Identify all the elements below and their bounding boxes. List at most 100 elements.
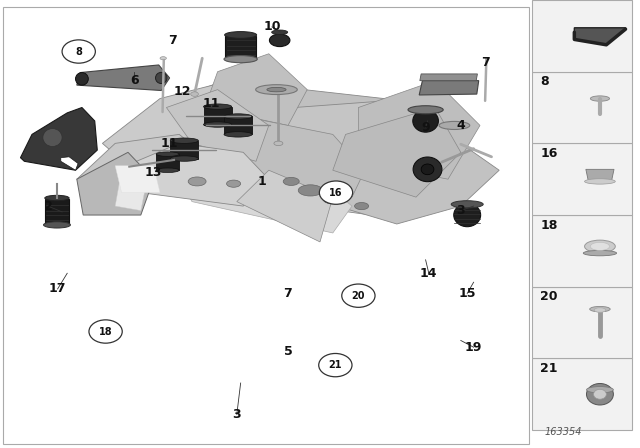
Text: 3: 3 (232, 408, 241, 421)
Ellipse shape (323, 195, 342, 204)
Ellipse shape (43, 129, 62, 146)
Polygon shape (419, 81, 479, 95)
Bar (532, 72, 632, 143)
Circle shape (89, 320, 122, 343)
Polygon shape (115, 170, 147, 211)
Ellipse shape (586, 383, 613, 405)
Ellipse shape (44, 222, 70, 228)
Ellipse shape (188, 177, 206, 186)
Ellipse shape (584, 179, 615, 184)
Ellipse shape (589, 306, 610, 312)
Text: 1: 1 (258, 175, 267, 188)
Ellipse shape (298, 185, 323, 196)
Polygon shape (586, 169, 614, 181)
Ellipse shape (583, 250, 616, 256)
Ellipse shape (256, 85, 298, 95)
Polygon shape (192, 116, 365, 197)
Ellipse shape (439, 121, 470, 129)
Text: 14: 14 (420, 267, 438, 280)
Ellipse shape (274, 141, 283, 146)
Polygon shape (61, 157, 78, 170)
Polygon shape (77, 152, 154, 215)
Ellipse shape (283, 177, 300, 185)
Text: 7: 7 (168, 34, 177, 47)
Text: 10: 10 (263, 20, 281, 34)
Ellipse shape (160, 57, 166, 60)
Bar (532, 0, 632, 72)
Ellipse shape (224, 56, 257, 63)
Polygon shape (77, 134, 224, 197)
Text: 11: 11 (202, 96, 220, 110)
Text: 4: 4 (456, 119, 465, 132)
Polygon shape (170, 141, 198, 159)
Polygon shape (269, 99, 461, 170)
Ellipse shape (224, 132, 252, 137)
Polygon shape (102, 81, 256, 166)
Polygon shape (154, 81, 403, 143)
Ellipse shape (156, 152, 179, 156)
Ellipse shape (451, 201, 483, 208)
Text: 2: 2 (44, 199, 52, 213)
Polygon shape (205, 54, 307, 125)
Text: 8: 8 (76, 47, 82, 56)
Ellipse shape (45, 195, 69, 201)
Polygon shape (358, 81, 480, 179)
Bar (532, 143, 632, 215)
Ellipse shape (224, 114, 252, 119)
Bar (532, 358, 632, 430)
Polygon shape (156, 154, 179, 170)
Polygon shape (333, 108, 461, 197)
Ellipse shape (170, 156, 198, 161)
Text: 12: 12 (173, 85, 191, 99)
Bar (532, 215, 632, 287)
Polygon shape (237, 130, 320, 193)
Ellipse shape (225, 31, 257, 39)
Ellipse shape (408, 106, 444, 114)
Ellipse shape (269, 34, 290, 47)
Ellipse shape (413, 110, 438, 132)
Circle shape (342, 284, 375, 307)
Polygon shape (574, 28, 625, 45)
Ellipse shape (590, 96, 609, 101)
Ellipse shape (227, 180, 241, 187)
Text: 18: 18 (99, 327, 113, 336)
Ellipse shape (272, 30, 288, 34)
Text: 20: 20 (540, 290, 557, 303)
Polygon shape (45, 199, 69, 224)
Ellipse shape (191, 92, 198, 96)
Polygon shape (77, 65, 170, 90)
FancyBboxPatch shape (3, 7, 529, 444)
Ellipse shape (76, 73, 88, 85)
Text: 17: 17 (49, 282, 67, 296)
Polygon shape (224, 116, 252, 134)
Polygon shape (166, 90, 269, 161)
Polygon shape (225, 36, 256, 58)
Text: 5: 5 (284, 345, 292, 358)
Text: 16: 16 (540, 147, 557, 160)
Polygon shape (173, 152, 371, 215)
Ellipse shape (204, 104, 232, 109)
Ellipse shape (156, 168, 179, 172)
Text: 7: 7 (481, 56, 490, 69)
Polygon shape (179, 157, 352, 233)
Text: 6: 6 (130, 74, 139, 87)
Ellipse shape (267, 87, 286, 92)
Polygon shape (115, 166, 160, 193)
Ellipse shape (156, 72, 167, 84)
Circle shape (319, 181, 353, 204)
Polygon shape (115, 143, 269, 206)
Ellipse shape (421, 164, 434, 175)
Text: 16: 16 (329, 188, 343, 198)
Text: 18: 18 (540, 219, 557, 232)
Text: 9: 9 (421, 121, 430, 134)
Ellipse shape (590, 242, 609, 250)
Ellipse shape (170, 138, 198, 143)
Text: 19: 19 (465, 340, 483, 354)
Bar (532, 287, 632, 358)
Polygon shape (204, 107, 232, 125)
Text: 11: 11 (161, 137, 179, 150)
Ellipse shape (594, 308, 605, 312)
Polygon shape (237, 170, 333, 242)
Ellipse shape (413, 157, 442, 182)
Ellipse shape (586, 387, 613, 393)
